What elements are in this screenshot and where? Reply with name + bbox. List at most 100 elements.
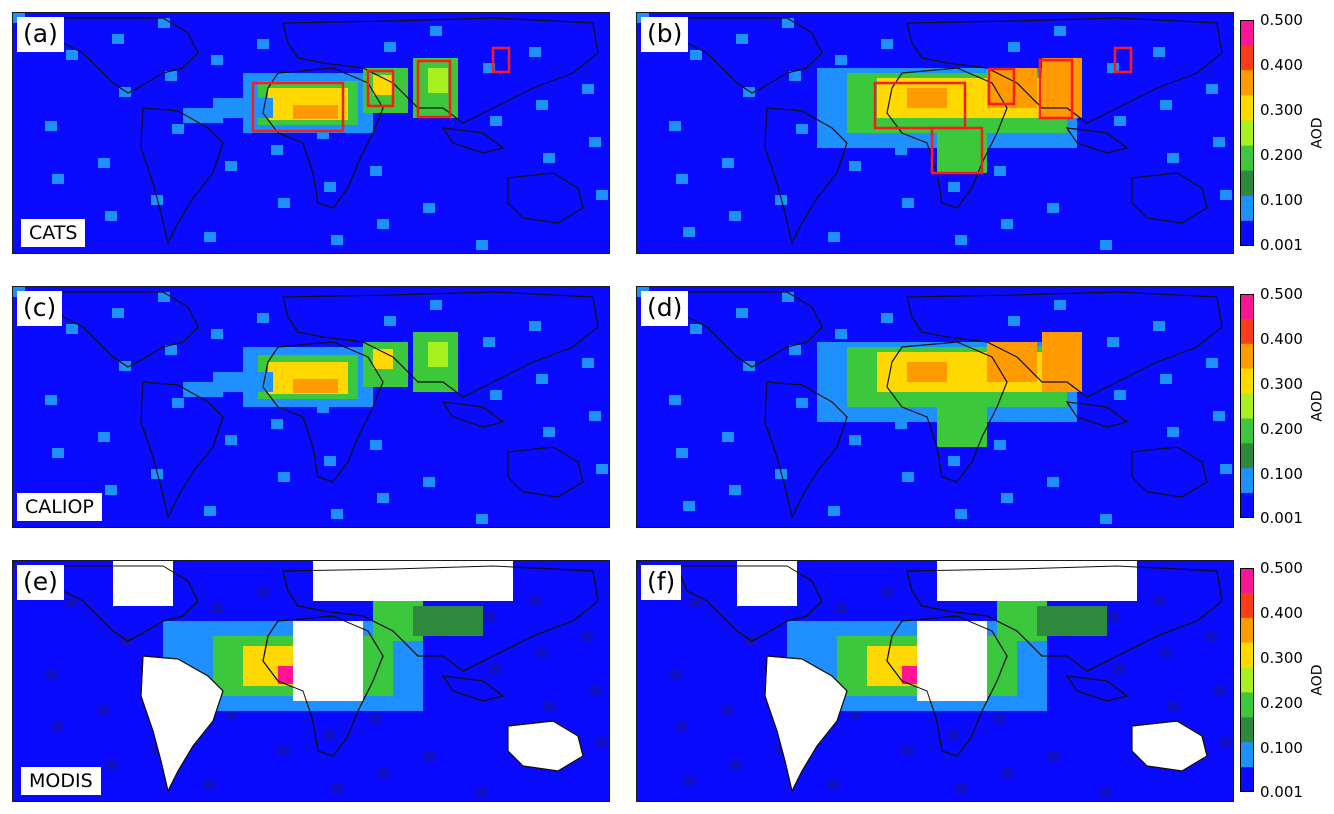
coastline xyxy=(764,381,848,519)
colorbar-segment xyxy=(1240,692,1254,718)
coastline xyxy=(1131,446,1208,498)
colorbar-tick: 0.400 xyxy=(1260,330,1303,348)
colorbar-tick: 0.500 xyxy=(1260,559,1303,577)
colorbar-tick: 0.001 xyxy=(1260,783,1303,801)
colorbar-label: AOD xyxy=(1309,117,1326,149)
map-panel-e: (e) MODIS xyxy=(12,560,610,802)
colorbar-tick: 0.400 xyxy=(1260,604,1303,622)
colorbar-segment xyxy=(1240,717,1254,743)
dataset-label: CALIOP xyxy=(17,493,102,521)
coastline xyxy=(886,341,1008,483)
panel-label: (a) xyxy=(17,17,64,52)
colorbar-segment xyxy=(1240,468,1254,494)
colorbar-segment xyxy=(1240,120,1254,147)
colorbar-3 xyxy=(1240,568,1254,792)
panel-label: (b) xyxy=(641,17,689,52)
colorbar-tick: 0.100 xyxy=(1260,739,1303,757)
region-box xyxy=(251,81,345,133)
colorbar-tick: 0.100 xyxy=(1260,465,1303,483)
aod-map-f xyxy=(637,561,1232,798)
colorbar-tick: 0.001 xyxy=(1260,236,1303,254)
coastline xyxy=(764,107,848,245)
region-box xyxy=(930,126,984,175)
colorbar-tick: 0.300 xyxy=(1260,101,1303,119)
coastline xyxy=(676,291,823,368)
colorbar-tick: 0.400 xyxy=(1260,56,1303,74)
colorbar-gradient xyxy=(1240,568,1254,792)
coastline xyxy=(52,291,199,368)
coastline xyxy=(906,17,1223,124)
aod-map-d xyxy=(637,287,1232,524)
colorbar-segment xyxy=(1240,642,1254,669)
aod-map-e xyxy=(13,561,608,798)
colorbar-tick: 0.500 xyxy=(1260,11,1303,29)
aod-map-b xyxy=(637,13,1232,250)
colorbar-segment xyxy=(1240,343,1254,370)
colorbar-segment xyxy=(1240,418,1254,444)
colorbar-tick: 0.200 xyxy=(1260,420,1303,438)
dataset-label: CATS xyxy=(21,219,86,247)
colorbar-gradient xyxy=(1240,294,1254,518)
map-panel-d: (d) xyxy=(636,286,1234,528)
coastline xyxy=(441,127,505,154)
coastline xyxy=(441,401,505,428)
coastline xyxy=(52,17,199,94)
colorbar-gradient xyxy=(1240,20,1254,246)
panel-label: (e) xyxy=(17,565,64,600)
colorbar-tick: 0.200 xyxy=(1260,694,1303,712)
colorbar-1 xyxy=(1240,20,1254,246)
colorbar-segment xyxy=(1240,368,1254,395)
panel-label: (c) xyxy=(17,291,63,326)
colorbar-segment xyxy=(1240,318,1254,345)
coastline xyxy=(282,17,599,124)
coastline xyxy=(1131,172,1208,224)
colorbar-segment xyxy=(1240,170,1254,197)
region-box xyxy=(366,69,395,108)
region-box xyxy=(1113,46,1133,74)
region-box xyxy=(987,67,1016,106)
coastline xyxy=(906,291,1223,398)
colorbar-segment xyxy=(1240,45,1254,71)
coastline xyxy=(676,17,823,94)
colorbar-segment xyxy=(1240,393,1254,419)
coastline xyxy=(262,67,384,209)
panel-label: (f) xyxy=(641,565,682,600)
colorbar-segment xyxy=(1240,592,1254,619)
colorbar-segment xyxy=(1240,145,1254,172)
dataset-label: MODIS xyxy=(21,767,101,795)
colorbar-tick: 0.001 xyxy=(1260,509,1303,527)
colorbar-tick: 0.100 xyxy=(1260,191,1303,209)
coastline xyxy=(282,291,599,398)
coastline xyxy=(1131,720,1208,772)
colorbar-segment xyxy=(1240,294,1254,320)
region-box xyxy=(416,59,452,119)
colorbar-segment xyxy=(1240,443,1254,469)
map-panel-c: (c) CALIOP xyxy=(12,286,610,528)
colorbar-segment xyxy=(1240,70,1254,96)
region-box xyxy=(1038,58,1074,120)
coastline xyxy=(507,172,584,224)
colorbar-2 xyxy=(1240,294,1254,518)
colorbar-segment xyxy=(1240,617,1254,644)
colorbar-segment xyxy=(1240,95,1254,121)
colorbar-tick: 0.300 xyxy=(1260,375,1303,393)
colorbar-label: AOD xyxy=(1309,390,1326,422)
map-panel-a: (a) CATS xyxy=(12,12,610,254)
region-box xyxy=(873,81,967,130)
colorbar-segment xyxy=(1240,493,1254,518)
coastline xyxy=(1065,401,1129,428)
coastline xyxy=(262,341,384,483)
colorbar-segment xyxy=(1240,20,1254,46)
colorbar-segment xyxy=(1240,667,1254,693)
colorbar-tick: 0.200 xyxy=(1260,146,1303,164)
coastline xyxy=(1065,127,1129,154)
colorbar-tick: 0.500 xyxy=(1260,285,1303,303)
colorbar-tick: 0.300 xyxy=(1260,649,1303,667)
coastline xyxy=(507,446,584,498)
colorbar-segment xyxy=(1240,742,1254,768)
coastline xyxy=(140,107,224,245)
coastline xyxy=(140,381,224,519)
map-panel-b: (b) xyxy=(636,12,1234,254)
region-box xyxy=(491,46,511,74)
coastline xyxy=(507,720,584,772)
